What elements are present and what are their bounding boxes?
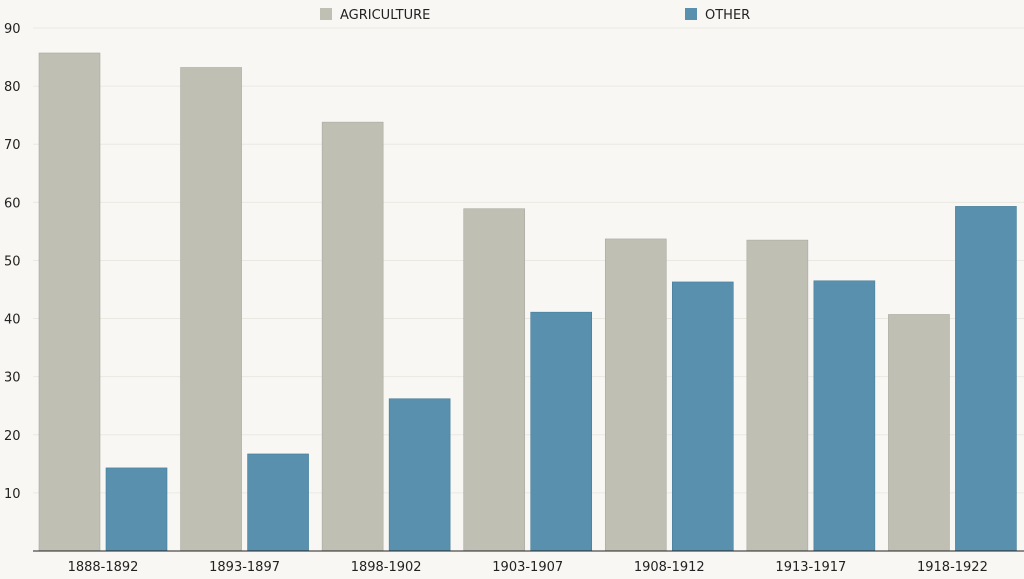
legend-label-agriculture: AGRICULTURE bbox=[340, 8, 430, 23]
bar-other-1898-1902 bbox=[388, 398, 451, 552]
legend-swatch-agriculture bbox=[320, 8, 332, 20]
y-tick-label: 20 bbox=[4, 429, 21, 444]
y-tick-label: 70 bbox=[4, 138, 21, 153]
legend-swatch-other bbox=[685, 8, 697, 20]
bar-other-1893-1897 bbox=[247, 453, 309, 552]
x-tick-label: 1903-1907 bbox=[492, 560, 563, 575]
bar-other-1918-1922 bbox=[955, 206, 1017, 552]
bar-agriculture-1893-1897 bbox=[180, 67, 242, 552]
bar-other-1908-1912 bbox=[671, 281, 734, 552]
y-tick-label: 80 bbox=[4, 80, 21, 95]
bar-other-1888-1892 bbox=[105, 467, 168, 552]
x-tick-label: 1893-1897 bbox=[209, 560, 280, 575]
x-tick-label: 1898-1902 bbox=[351, 560, 422, 575]
y-tick-label: 30 bbox=[4, 371, 21, 386]
x-tick-label: 1888-1892 bbox=[68, 560, 139, 575]
bars bbox=[38, 52, 1017, 552]
y-tick-label: 50 bbox=[4, 254, 21, 269]
y-tick-label: 40 bbox=[4, 313, 21, 328]
legend-label-other: OTHER bbox=[705, 8, 750, 23]
y-tick-label: 10 bbox=[4, 487, 21, 502]
legend: AGRICULTURE OTHER bbox=[320, 8, 750, 23]
bar-agriculture-1918-1922 bbox=[888, 314, 950, 552]
y-tick-label: 90 bbox=[4, 22, 21, 37]
bar-other-1913-1917 bbox=[813, 280, 876, 552]
bar-agriculture-1908-1912 bbox=[604, 238, 667, 552]
y-tick-label: 60 bbox=[4, 196, 21, 211]
y-axis: 10 20 30 40 50 60 70 80 90 bbox=[4, 22, 21, 502]
bar-agriculture-1888-1892 bbox=[38, 52, 101, 552]
bar-agriculture-1913-1917 bbox=[746, 239, 809, 552]
x-tick-label: 1918-1922 bbox=[917, 560, 988, 575]
x-tick-label: 1913-1917 bbox=[775, 560, 846, 575]
bar-agriculture-1903-1907 bbox=[463, 208, 526, 552]
bar-other-1903-1907 bbox=[530, 311, 593, 552]
bar-agriculture-1898-1902 bbox=[321, 121, 384, 552]
x-axis: 1888-1892 1893-1897 1898-1902 1903-1907 1908… bbox=[68, 560, 988, 575]
x-tick-label: 1908-1912 bbox=[634, 560, 705, 575]
